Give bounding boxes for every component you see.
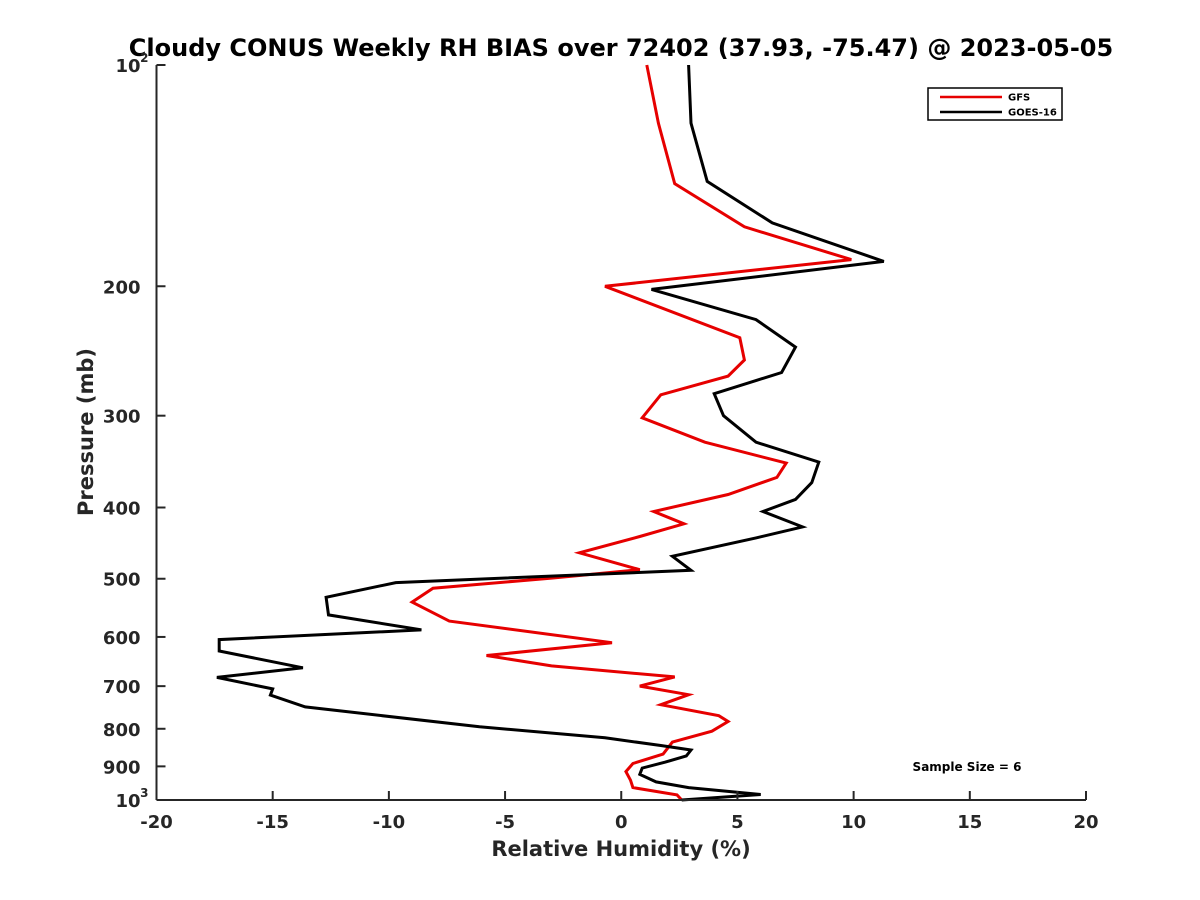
- y-tick-label: 300: [103, 407, 141, 428]
- legend-label: GFS: [1008, 93, 1030, 104]
- x-tick-label: 15: [957, 812, 982, 833]
- x-tick-label: 0: [615, 812, 628, 833]
- x-tick-label: -10: [373, 812, 406, 833]
- x-tick-label: -5: [495, 812, 515, 833]
- sample-size-annotation: Sample Size = 6: [913, 760, 1022, 774]
- y-tick-label: 600: [103, 628, 141, 649]
- y-tick-label: 900: [103, 757, 141, 778]
- x-tick-label: 20: [1073, 812, 1098, 833]
- plot-area: -20 -15 -10 -5 0 5 10 15 20 200 300 400 500 600 700 800…: [103, 51, 1099, 833]
- chart-title: Cloudy CONUS Weekly RH BIAS over 72402 (…: [129, 34, 1113, 62]
- y-tick-exponent: 2: [140, 51, 148, 65]
- x-tick-label: -15: [256, 812, 289, 833]
- y-tick-exponent: 3: [140, 786, 148, 800]
- y-tick-label: 800: [103, 720, 141, 741]
- tick-layer: -20 -15 -10 -5 0 5 10 15 20 200 300 400 500 600 700 800…: [103, 51, 1099, 833]
- x-axis-label: Relative Humidity (%): [491, 837, 750, 861]
- x-tick-label: -20: [140, 812, 173, 833]
- legend-box: [927, 87, 1063, 121]
- y-tick-label: 400: [103, 499, 141, 520]
- legend-items: GFS GOES-16: [940, 93, 1057, 119]
- legend-label: GOES-16: [1008, 108, 1057, 119]
- series-layer: [216, 64, 885, 802]
- x-tick-label: 10: [841, 812, 866, 833]
- y-tick-label: 700: [103, 677, 141, 698]
- y-tick-label: 10: [115, 791, 140, 812]
- x-tick-label: 5: [731, 812, 744, 833]
- series-line-gfs: [409, 64, 852, 802]
- series-line-goes-16: [216, 64, 885, 802]
- y-tick-label: 500: [103, 570, 141, 591]
- y-tick-label: 10: [115, 56, 140, 77]
- y-tick-label: 200: [103, 277, 141, 298]
- legend: GFS GOES-16: [927, 87, 1063, 121]
- y-axis-label: Pressure (mb): [74, 348, 98, 516]
